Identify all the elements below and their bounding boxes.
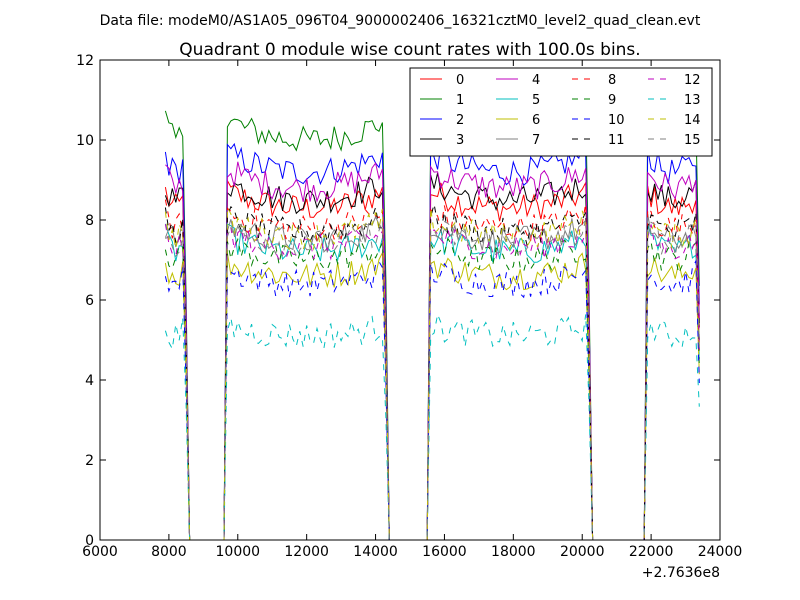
legend-label-6: 6 — [532, 113, 540, 128]
series-line-6 — [164, 252, 700, 541]
legend-label-12: 12 — [684, 73, 701, 88]
x-tick-label: 6000 — [82, 544, 118, 560]
x-tick-label: 14000 — [353, 544, 398, 560]
legend-box — [409, 67, 713, 157]
x-tick-label: 16000 — [422, 544, 467, 560]
x-tick-label: 8000 — [151, 544, 187, 560]
series-line-15 — [165, 219, 700, 541]
y-tick-label: 6 — [85, 293, 94, 309]
series-line-0 — [164, 178, 700, 541]
legend-label-5: 5 — [532, 93, 540, 108]
legend-label-2: 2 — [456, 113, 464, 128]
x-tick-label: 22000 — [629, 544, 674, 560]
plot-frame — [99, 59, 721, 541]
legend-label-13: 13 — [684, 93, 701, 108]
data-file-label: Data file: modeM0/AS1A05_096T04_90000024… — [100, 13, 701, 29]
legend-label-9: 9 — [608, 93, 616, 108]
legend-label-7: 7 — [532, 133, 540, 148]
series-line-10 — [164, 258, 700, 541]
x-tick-label: 20000 — [560, 544, 605, 560]
y-tick-label: 2 — [85, 453, 94, 469]
series-line-13 — [164, 312, 700, 541]
legend-label-3: 3 — [456, 133, 464, 148]
x-tick-label: 18000 — [491, 544, 536, 560]
legend-label-1: 1 — [456, 93, 464, 108]
y-tick-label: 12 — [76, 53, 94, 69]
series-line-14 — [164, 205, 700, 541]
y-tick-label: 8 — [85, 213, 94, 229]
series-line-2 — [164, 142, 700, 541]
legend-label-14: 14 — [684, 113, 701, 128]
x-tick-label: 24000 — [698, 544, 743, 560]
x-offset-label: +2.7636e8 — [642, 565, 720, 581]
series-line-4 — [165, 161, 700, 541]
legend-label-15: 15 — [684, 133, 701, 148]
series-group — [164, 107, 700, 541]
y-tick-label: 10 — [76, 133, 94, 149]
legend-label-4: 4 — [532, 73, 540, 88]
legend-label-8: 8 — [608, 73, 616, 88]
x-tick-label: 12000 — [284, 544, 329, 560]
legend-label-10: 10 — [608, 113, 625, 128]
legend-label-11: 11 — [608, 133, 625, 148]
y-tick-label: 4 — [85, 373, 94, 389]
y-tick-label: 0 — [85, 533, 94, 549]
series-line-11 — [164, 204, 700, 541]
chart-title: Quadrant 0 module wise count rates with … — [179, 40, 640, 60]
series-line-9 — [164, 237, 700, 541]
series-line-1 — [164, 107, 700, 541]
legend-label-0: 0 — [456, 73, 464, 88]
ticks-group: 6000 8000 10000 12000 14000 16000 18000 20000 22… — [76, 53, 742, 560]
x-tick-label: 10000 — [216, 544, 261, 560]
